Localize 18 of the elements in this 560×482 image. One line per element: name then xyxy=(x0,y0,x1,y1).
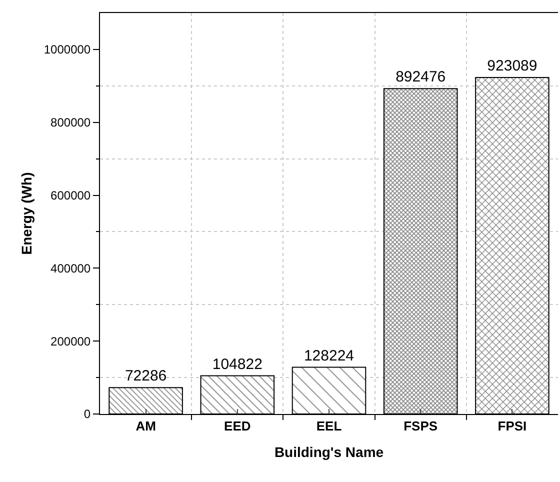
y-tick-label: 600000 xyxy=(50,188,91,202)
data-label: 923089 xyxy=(487,57,538,74)
y-tick-label: 200000 xyxy=(50,334,91,348)
data-label: 72286 xyxy=(124,368,167,385)
y-tick-label: 800000 xyxy=(50,116,91,130)
x-tick-label: FPSI xyxy=(498,418,527,434)
y-tick-label: 400000 xyxy=(50,261,91,276)
x-tick-label: EED xyxy=(224,418,251,434)
y-tick-label: 0 xyxy=(84,407,91,422)
x-axis-title: Building's Name xyxy=(274,444,384,460)
y-tick-label: 1000000 xyxy=(44,42,91,57)
x-tick-label: FSPS xyxy=(404,418,438,434)
data-label: 128224 xyxy=(304,347,354,364)
data-label: 104822 xyxy=(212,356,262,373)
data-label: 892476 xyxy=(396,68,446,86)
x-tick-label: AM xyxy=(136,418,156,434)
y-axis-title: Energy (Wh) xyxy=(18,172,34,255)
x-tick-label: EEL xyxy=(316,418,342,434)
